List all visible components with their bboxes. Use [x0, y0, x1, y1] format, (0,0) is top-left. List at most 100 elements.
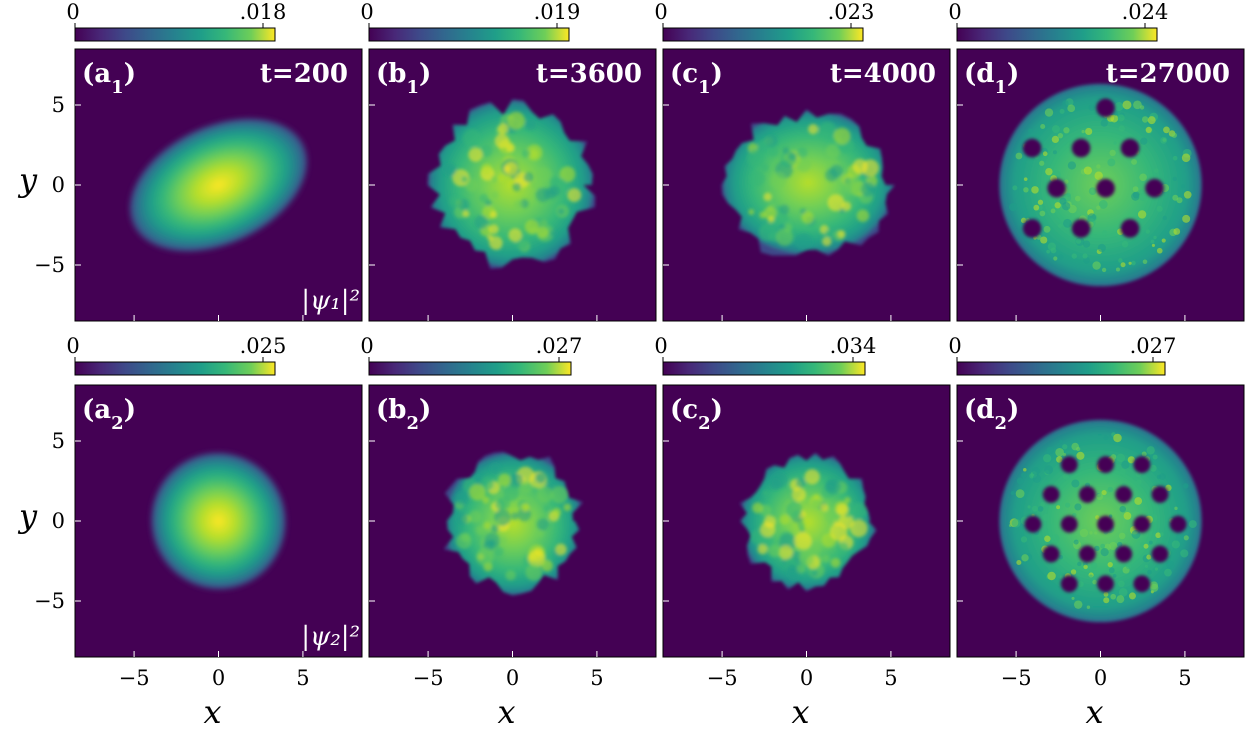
colorbar — [662, 27, 864, 42]
panel-a1: (a1) t=200 |ψ₁|² 0 .018 −5 0 5 y — [17, 0, 363, 322]
colorbar-max-label: .018 — [240, 0, 287, 24]
y-axis-label: y — [17, 161, 38, 199]
panel-label: (b1) — [376, 59, 431, 98]
colorbar — [662, 361, 866, 376]
y-tick-label: 0 — [52, 173, 65, 197]
colorbar — [368, 27, 570, 42]
y-tick-label: −5 — [34, 253, 65, 277]
x-tick-label: −5 — [1001, 666, 1032, 690]
panel-label: (a2) — [82, 395, 136, 434]
colorbar — [74, 361, 276, 376]
x-tick-label: 5 — [590, 666, 603, 690]
x-axis-label: x — [203, 693, 221, 729]
vortex-core — [1120, 138, 1140, 158]
vortex-core — [1096, 178, 1115, 198]
time-label: t=3600 — [536, 59, 642, 89]
vortex-core — [1133, 515, 1151, 533]
colorbar-min-label: 0 — [66, 0, 79, 24]
x-axis-label: x — [1085, 693, 1103, 729]
quantity-label: |ψ₁|² — [301, 286, 360, 316]
vortex-core — [1097, 575, 1115, 593]
colorbar — [956, 27, 1158, 42]
vortex-core — [1133, 575, 1151, 593]
panel-c2: (c2) 0 .034 −5 0 5 x — [654, 334, 951, 729]
panel-a2: (a2) |ψ₂|² 0 .025 −5 0 5 y −5 0 5 x — [17, 334, 363, 729]
vortex-core — [1120, 219, 1140, 238]
colorbar-max-label: .027 — [536, 334, 583, 358]
vortex-core — [1097, 515, 1115, 533]
y-tick-label: 0 — [52, 509, 65, 533]
vortex-lattice — [1024, 456, 1187, 593]
colorbar — [74, 27, 276, 42]
panel-label: (d2) — [964, 395, 1019, 434]
colorbar-max-label: .019 — [534, 0, 581, 24]
vortex-core — [1145, 178, 1164, 198]
y-tick-label: −5 — [34, 589, 65, 613]
y-axis-label: y — [17, 497, 38, 535]
colorbar-min-label: 0 — [654, 0, 667, 24]
panel-label: (d1) — [964, 59, 1019, 98]
colorbar-min-label: 0 — [66, 334, 79, 358]
vortex-core — [1115, 485, 1133, 503]
vortex-core — [1169, 515, 1187, 533]
vortex-core — [1151, 545, 1169, 563]
time-label: t=4000 — [830, 59, 936, 89]
vortex-core — [1071, 138, 1091, 158]
vortex-core — [1060, 515, 1078, 533]
panel-d2: (d2) 0 .027 −5 0 5 x — [948, 334, 1245, 729]
colorbar-max-label: .024 — [1122, 0, 1169, 24]
y-tick-label: 5 — [52, 93, 65, 117]
density-speckles — [443, 111, 582, 253]
colorbar-max-label: .023 — [828, 0, 875, 24]
x-tick-label: 0 — [506, 666, 519, 690]
vortex-core — [1078, 485, 1096, 503]
panel-b2: (b2) 0 .027 −5 0 5 x — [360, 334, 657, 729]
vortex-core — [1042, 485, 1060, 503]
density-speckles — [455, 462, 572, 581]
time-label: t=27000 — [1106, 59, 1230, 89]
vortex-core — [1024, 515, 1042, 533]
panel-label: (b2) — [376, 395, 431, 434]
colorbar-max-label: .027 — [1130, 334, 1177, 358]
y-tick-label: 5 — [52, 429, 65, 453]
panel-label: (c2) — [670, 395, 723, 434]
x-tick-label: 5 — [1178, 666, 1191, 690]
x-tick-label: −5 — [707, 666, 738, 690]
time-label: t=200 — [260, 59, 348, 89]
vortex-core — [1096, 98, 1115, 118]
quantity-label: |ψ₂|² — [301, 622, 360, 652]
density-blob — [150, 452, 287, 590]
x-tick-label: 0 — [800, 666, 813, 690]
colorbar-min-label: 0 — [360, 334, 373, 358]
vortex-core — [1151, 485, 1169, 503]
x-tick-label: −5 — [119, 666, 150, 690]
panel-label: (a1) — [82, 59, 136, 98]
vortex-core — [1042, 545, 1060, 563]
x-tick-label: 5 — [884, 666, 897, 690]
vortex-core — [1060, 456, 1078, 474]
colorbar — [956, 361, 1166, 376]
vortex-core — [1071, 219, 1091, 238]
colorbar-min-label: 0 — [654, 334, 667, 358]
x-axis-label: x — [497, 693, 515, 729]
panel-b1: (b1) t=3600 0 .019 — [360, 0, 657, 322]
vortex-core — [1022, 219, 1042, 238]
x-tick-label: 0 — [1094, 666, 1107, 690]
vortex-core — [1060, 575, 1078, 593]
panel-d1: (d1) t=27000 0 .024 — [948, 0, 1245, 322]
vortex-core — [1115, 545, 1133, 563]
density-blob — [129, 118, 308, 252]
vortex-lattice — [1022, 98, 1164, 238]
x-tick-label: 5 — [296, 666, 309, 690]
colorbar-max-label: .025 — [240, 334, 287, 358]
colorbar-min-label: 0 — [948, 0, 961, 24]
colorbar-max-label: .034 — [830, 334, 877, 358]
vortex-core — [1047, 178, 1066, 198]
vortex-core — [1078, 545, 1096, 563]
panel-label: (c1) — [670, 59, 723, 98]
density-speckles — [750, 469, 868, 581]
panel-c1: (c1) t=4000 0 .023 — [654, 0, 951, 322]
colorbar-min-label: 0 — [948, 334, 961, 358]
vortex-core — [1133, 456, 1151, 474]
